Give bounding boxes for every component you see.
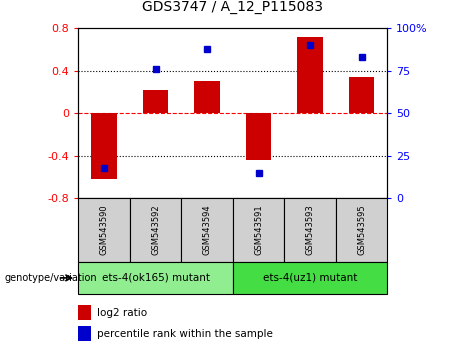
Bar xyxy=(78,326,91,341)
Bar xyxy=(78,262,233,294)
Text: log2 ratio: log2 ratio xyxy=(97,308,147,318)
Text: GSM543592: GSM543592 xyxy=(151,205,160,256)
Text: GSM543595: GSM543595 xyxy=(357,205,366,256)
Bar xyxy=(336,198,387,262)
Bar xyxy=(297,37,323,113)
Text: GSM543591: GSM543591 xyxy=(254,205,263,256)
Bar xyxy=(349,77,374,113)
Text: genotype/variation: genotype/variation xyxy=(5,273,97,283)
Bar xyxy=(246,113,272,160)
Text: ets-4(ok165) mutant: ets-4(ok165) mutant xyxy=(101,273,210,283)
Bar xyxy=(233,262,387,294)
Text: GSM543594: GSM543594 xyxy=(202,205,212,256)
Text: percentile rank within the sample: percentile rank within the sample xyxy=(97,329,273,339)
Text: ets-4(uz1) mutant: ets-4(uz1) mutant xyxy=(263,273,357,283)
Bar xyxy=(91,113,117,179)
Text: GDS3747 / A_12_P115083: GDS3747 / A_12_P115083 xyxy=(142,0,323,14)
Bar xyxy=(78,305,91,320)
Bar xyxy=(194,81,220,113)
Bar xyxy=(143,90,168,113)
Text: GSM543593: GSM543593 xyxy=(306,205,314,256)
Bar xyxy=(130,198,181,262)
Bar xyxy=(284,198,336,262)
Bar xyxy=(233,198,284,262)
Text: GSM543590: GSM543590 xyxy=(100,205,109,256)
Bar xyxy=(181,198,233,262)
Bar xyxy=(78,198,130,262)
